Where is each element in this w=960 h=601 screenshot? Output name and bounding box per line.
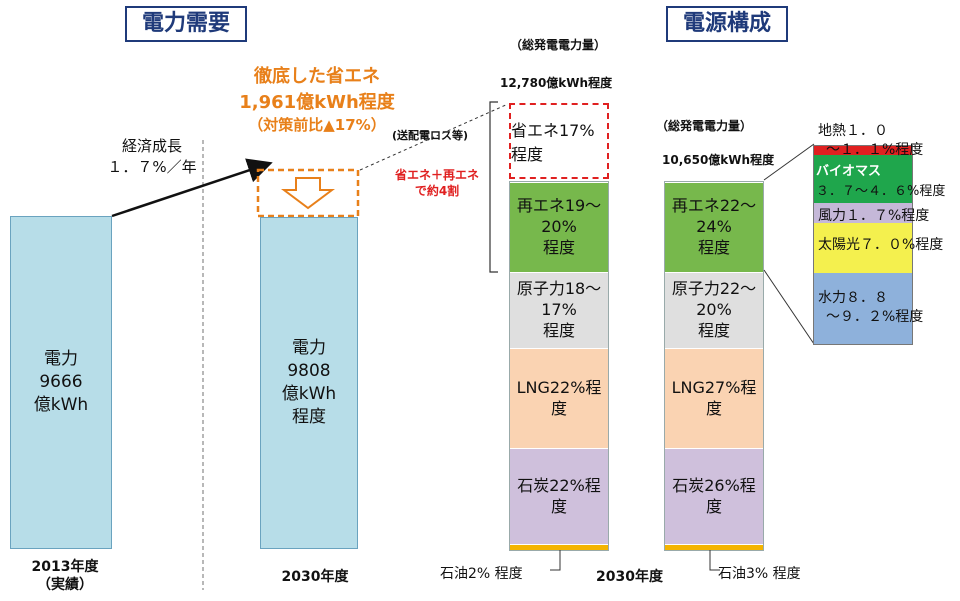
bar-a-lng: LNG22%程度 (510, 348, 608, 448)
x-label-2013-line2: （実績） (37, 577, 93, 594)
breakdown-leaders (763, 143, 815, 345)
x-label-2030-demand: 2030年度 (281, 569, 349, 585)
supply-header: 電源構成 (666, 6, 788, 42)
bracket-note: 省エネ＋再エネ で約4割 (384, 167, 490, 199)
oil-label-b: 石油3% 程度 (718, 566, 801, 582)
bar-b-renew: 再エネ22～24% 程度 (665, 182, 763, 272)
section-divider (202, 140, 204, 590)
breakdown-solar (814, 223, 912, 273)
label-wind: 風力１．７%程度 (818, 208, 930, 224)
demand-2030-suffix: 程度 (292, 406, 326, 427)
bar-b-nuclear-l2: 程度 (697, 320, 730, 340)
bar-b-coal: 石炭26%程度 (665, 448, 763, 544)
label-geothermal-l1: 地熱１．０ (818, 123, 888, 139)
total-label-a: （総発電電力量） (510, 38, 607, 52)
label-biomass-l1: バイオマス (816, 164, 882, 179)
label-hydro-l2: ～９．２%程度 (826, 308, 924, 325)
bar-b-nuclear-l1: 原子力22～20% (671, 279, 757, 320)
bar-a-oil (510, 544, 608, 550)
oil-label-a: 石油2% 程度 (440, 566, 523, 582)
bar-a-nuclear-l2: 程度 (542, 320, 575, 340)
saving-box (256, 168, 360, 218)
supply-bar-a: 再エネ19～20% 程度 原子力18～17% 程度 LNG22%程度 石炭22%程度 (509, 181, 609, 551)
bar-a-renew-l2: 程度 (542, 237, 575, 257)
bar-b-oil (665, 544, 763, 550)
demand-2030-label1: 電力 (292, 338, 326, 359)
growth-label-line2: １．７%／年 (107, 158, 197, 176)
renew-saving-bracket (489, 101, 498, 273)
label-hydro-l1: 水力８．８ (818, 290, 888, 306)
bar-b-renew-l2: 程度 (697, 237, 730, 257)
demand-bar-2013: 電力 9666 億kWh (10, 216, 112, 549)
demand-2030-unit: 億kWh (281, 384, 337, 404)
growth-arrow (111, 158, 273, 218)
bar-b-nuclear: 原子力22～20% 程度 (665, 272, 763, 348)
bracket-note-line2: で約4割 (414, 184, 460, 199)
x-label-2013: 2013年度 （実績） (10, 558, 120, 594)
label-geothermal-l2: ～１．１%程度 (826, 141, 924, 158)
oil-leader-b (709, 550, 720, 571)
saving-line1: 徹底した省エネ (254, 66, 380, 87)
saving-note: (送配電ロス等) (392, 129, 469, 142)
growth-label-line1: 経済成長 (121, 137, 182, 155)
down-arrow-icon (281, 177, 335, 210)
bar-b-renew-l1: 再エネ22～24% (671, 196, 757, 237)
x-label-2013-line1: 2013年度 (31, 559, 99, 575)
label-biomass: バイオマス ３．７～４．６%程度 (816, 162, 945, 202)
breakdown-geothermal (814, 146, 912, 155)
oil-leader-a (550, 550, 561, 571)
x-label-2030-supply: 2030年度 (596, 569, 663, 585)
label-geothermal: 地熱１．０ ～１．１%程度 (818, 122, 923, 160)
demand-header: 電力需要 (125, 6, 247, 42)
bar-a-coal: 石炭22%程度 (510, 448, 608, 544)
saving-line3: （対策前比▲17%） (248, 116, 386, 134)
total-value-b: 10,650億kWh程度 (662, 153, 775, 167)
total-value-a: 12,780億kWh程度 (500, 76, 613, 90)
demand-2013-label1: 電力 (44, 349, 78, 370)
breakdown-hydro (814, 273, 912, 344)
supply-bar-b: 再エネ22～24% 程度 原子力22～20% 程度 LNG27%程度 石炭26%程度 (664, 181, 764, 551)
supply-bar-a-savings: 省エネ17%程度 (509, 103, 609, 179)
bar-a-renew-l1: 再エネ19～20% (516, 196, 602, 237)
breakdown-biomass (814, 155, 912, 203)
demand-2013-value: 9666 (39, 372, 83, 393)
label-solar: 太陽光７．０%程度 (818, 237, 944, 253)
growth-label: 経済成長 １．７%／年 (92, 136, 212, 178)
total-label-b: （総発電電力量） (656, 119, 753, 133)
bar-a-nuclear: 原子力18～17% 程度 (510, 272, 608, 348)
demand-bar-2030: 電力 9808 億kWh 程度 (260, 217, 358, 549)
demand-2030-value: 9808 (287, 361, 331, 382)
label-hydro: 水力８．８ ～９．２%程度 (818, 289, 923, 327)
bracket-note-line1: 省エネ＋再エネ (394, 168, 479, 182)
bar-a-nuclear-l1: 原子力18～17% (516, 279, 602, 320)
saving-line2: 1,961億kWh程度 (239, 92, 395, 113)
breakdown-wind (814, 203, 912, 223)
renew-breakdown (813, 145, 913, 345)
saving-text: 徹底した省エネ 1,961億kWh程度 （対策前比▲17%） (222, 62, 412, 135)
demand-2013-unit: 億kWh (33, 394, 89, 415)
bar-a-renew: 再エネ19～20% 程度 (510, 182, 608, 272)
bar-b-lng: LNG27%程度 (665, 348, 763, 448)
label-biomass-l2: ３．７～４．６%程度 (816, 184, 946, 200)
